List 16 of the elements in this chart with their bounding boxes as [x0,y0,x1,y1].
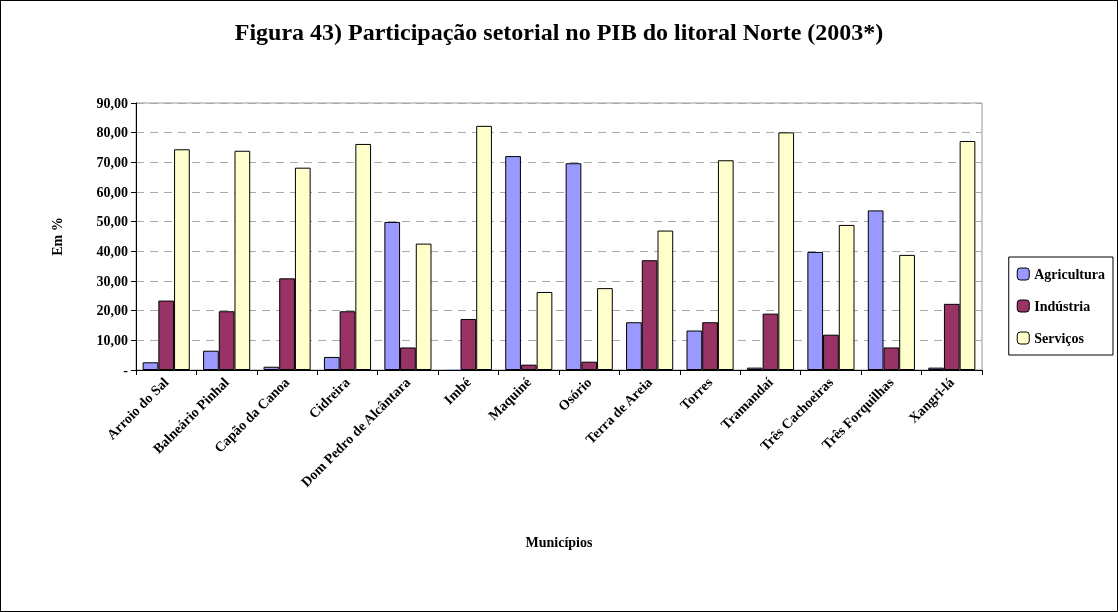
y-tick-label: 30,00 [96,273,128,289]
y-tick-label: 60,00 [96,184,128,200]
y-tick-label: 70,00 [96,154,128,170]
y-tick-label: 10,00 [96,332,128,348]
y-tick-label: 40,00 [96,243,128,259]
y-tick-label: 50,00 [96,214,128,230]
chart-title: Figura 43) Participação setorial no PIB do litoral Norte (2003*) [234,19,884,45]
y-tick-label: 80,00 [96,125,128,141]
y-tick-label: 20,00 [96,303,128,319]
y-tick-label: - [123,362,129,378]
legend-label: Serviços [1034,330,1085,346]
legend-label: Agricultura [1034,266,1105,282]
x-axis-title: Municípios [525,534,593,550]
y-tick-label: 90,00 [96,95,128,111]
legend-label: Indústria [1034,298,1091,314]
y-axis-title: Em % [49,217,65,256]
